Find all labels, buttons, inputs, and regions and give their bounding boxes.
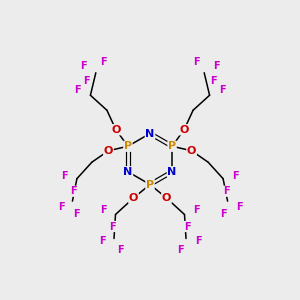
Text: F: F <box>74 209 80 219</box>
Text: F: F <box>210 76 217 86</box>
Text: F: F <box>80 61 87 71</box>
Text: F: F <box>220 209 226 219</box>
Text: F: F <box>223 186 230 196</box>
Text: N: N <box>123 167 133 177</box>
Text: N: N <box>146 128 154 139</box>
Text: F: F <box>99 236 105 247</box>
Text: F: F <box>184 221 191 232</box>
Text: F: F <box>193 205 200 215</box>
Text: P: P <box>124 141 132 151</box>
Text: O: O <box>111 125 121 135</box>
Text: F: F <box>83 76 90 86</box>
Text: F: F <box>100 57 106 67</box>
Text: F: F <box>100 205 107 215</box>
Text: F: F <box>109 221 116 232</box>
Text: P: P <box>146 179 154 190</box>
Text: O: O <box>187 146 196 156</box>
Text: F: F <box>117 245 123 255</box>
Text: O: O <box>129 193 138 203</box>
Text: P: P <box>168 141 176 151</box>
Text: O: O <box>179 125 189 135</box>
Text: F: F <box>70 186 77 196</box>
Text: F: F <box>61 171 68 181</box>
Text: F: F <box>177 245 183 255</box>
Text: O: O <box>104 146 113 156</box>
Text: F: F <box>213 61 220 71</box>
Text: F: F <box>74 85 81 95</box>
Text: F: F <box>236 202 242 212</box>
Text: F: F <box>194 57 200 67</box>
Text: N: N <box>167 167 177 177</box>
Text: F: F <box>232 171 239 181</box>
Text: O: O <box>162 193 171 203</box>
Text: F: F <box>219 85 226 95</box>
Text: F: F <box>58 202 64 212</box>
Text: F: F <box>195 236 201 247</box>
